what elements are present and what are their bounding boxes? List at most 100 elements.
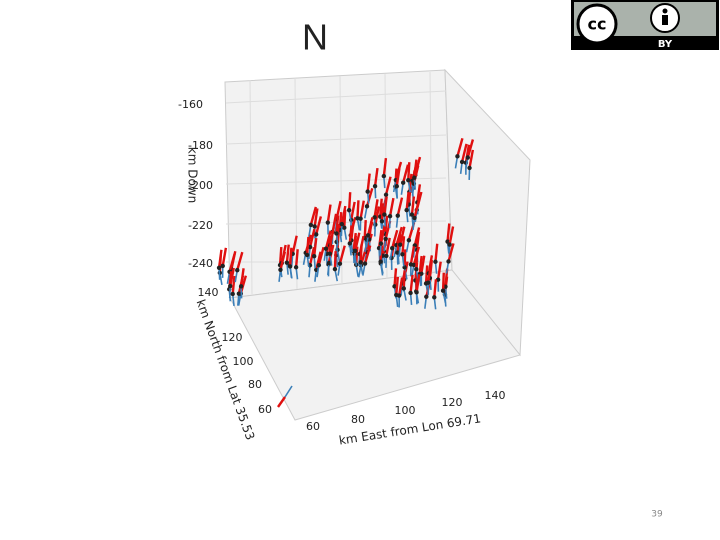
station xyxy=(398,242,403,247)
vector-red xyxy=(379,225,386,244)
vector-red xyxy=(446,223,451,242)
vector-red xyxy=(399,226,406,245)
vector-red xyxy=(418,255,423,275)
station xyxy=(235,267,240,273)
x-tick-label: 80 xyxy=(351,413,365,426)
vector-red xyxy=(309,206,317,226)
station xyxy=(401,286,407,291)
vector-red xyxy=(312,238,318,257)
station xyxy=(332,266,338,272)
station xyxy=(365,233,371,238)
vector-red xyxy=(382,157,388,177)
station xyxy=(353,248,358,253)
station xyxy=(365,189,370,194)
vector-red xyxy=(415,251,419,270)
vector-red xyxy=(402,270,406,289)
station xyxy=(395,250,400,255)
station xyxy=(465,155,470,160)
vectors xyxy=(216,138,475,408)
station xyxy=(316,262,322,268)
license-badge: cc BY xyxy=(571,0,719,50)
station xyxy=(447,242,452,247)
vector-red xyxy=(391,229,399,249)
station xyxy=(390,245,395,251)
vector-red xyxy=(288,248,293,267)
grid-line xyxy=(339,75,343,285)
vector-red xyxy=(291,235,298,255)
vector-red xyxy=(279,251,287,271)
station xyxy=(404,207,409,213)
station xyxy=(440,288,446,293)
vector-red xyxy=(426,264,433,283)
vector-red xyxy=(383,215,389,234)
by-head xyxy=(662,8,668,14)
station xyxy=(220,263,225,269)
vector-red xyxy=(384,176,392,196)
station xyxy=(392,284,397,289)
vector-red xyxy=(285,244,290,263)
station xyxy=(355,216,360,221)
vector-red xyxy=(410,196,416,215)
vector-red xyxy=(396,197,404,216)
station xyxy=(414,290,419,295)
station xyxy=(216,265,222,271)
x-tick-label: 60 xyxy=(306,420,320,433)
vector-red xyxy=(436,261,442,280)
vector-red xyxy=(366,217,374,236)
vector-red xyxy=(434,243,439,262)
station xyxy=(311,253,317,259)
station xyxy=(238,284,244,289)
vector-red xyxy=(416,184,422,203)
vector-red xyxy=(229,267,235,287)
station xyxy=(362,261,368,266)
z-tick-label: -220 xyxy=(188,219,213,232)
vector-red xyxy=(401,236,406,255)
station xyxy=(425,280,431,285)
vector-red xyxy=(217,249,223,268)
vector-red xyxy=(388,197,395,217)
vector-red xyxy=(466,139,475,158)
station xyxy=(378,241,384,246)
vector-red xyxy=(356,200,360,219)
station xyxy=(408,262,414,267)
station xyxy=(347,241,352,246)
vector-red xyxy=(448,226,455,245)
vector-red xyxy=(328,235,333,254)
station xyxy=(382,212,387,217)
plot-box xyxy=(224,68,531,421)
station xyxy=(342,225,347,230)
vector-red xyxy=(413,159,418,178)
vector-red xyxy=(305,236,310,256)
station xyxy=(414,267,419,272)
vector-red xyxy=(359,200,365,219)
slide-title: N xyxy=(302,17,328,58)
station xyxy=(278,267,283,273)
vector-red xyxy=(221,247,228,267)
vector-red xyxy=(350,201,356,221)
station xyxy=(236,291,242,296)
vector-blue xyxy=(284,385,293,398)
vector-red xyxy=(294,249,299,268)
vector-red xyxy=(317,246,325,266)
z-tick-label: -200 xyxy=(188,179,213,192)
station xyxy=(378,259,383,264)
vector-red xyxy=(395,276,400,296)
station xyxy=(394,184,399,189)
vector-red xyxy=(393,268,398,287)
station xyxy=(455,154,460,159)
vector-red xyxy=(315,251,322,271)
vector-red xyxy=(347,192,352,211)
vector-red xyxy=(447,243,455,262)
vector-red xyxy=(324,230,332,250)
vector-red xyxy=(315,216,323,235)
station xyxy=(379,219,385,224)
z-axis-label: km Down xyxy=(186,147,200,203)
station xyxy=(383,236,388,242)
station xyxy=(395,213,400,218)
vector-red xyxy=(277,396,286,408)
vector-red xyxy=(366,173,371,192)
z-tick-label: -240 xyxy=(188,257,213,270)
vector-red xyxy=(228,253,236,273)
